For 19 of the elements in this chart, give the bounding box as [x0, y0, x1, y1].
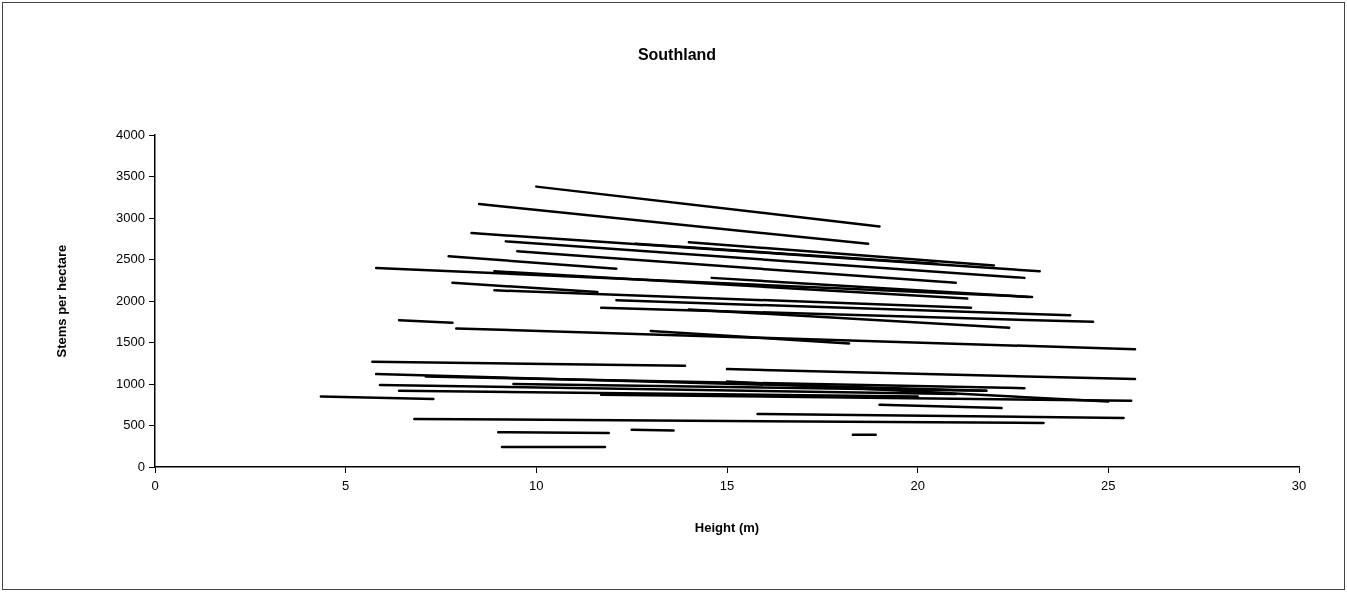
- y-tick-label: 3500: [116, 168, 145, 184]
- y-tick-label: 4000: [116, 126, 145, 142]
- x-tick-label: 30: [1291, 478, 1307, 494]
- y-axis-title: Stems per hectare: [54, 244, 70, 358]
- y-tick-label: 1500: [116, 334, 145, 350]
- x-tick-label: 10: [529, 478, 544, 494]
- x-tick-label: 25: [1101, 478, 1116, 494]
- y-tick-label: 2000: [116, 292, 145, 308]
- x-tick-label: 0: [151, 478, 159, 494]
- chart-title: Southland: [637, 46, 717, 64]
- y-tick-label: 1000: [116, 375, 145, 391]
- y-tick-label: 0: [137, 458, 145, 474]
- y-tick-label: 3000: [116, 209, 145, 225]
- x-axis-title: Height (m): [694, 519, 760, 535]
- y-tick-label: 500: [123, 417, 145, 433]
- y-tick-label: 2500: [116, 251, 145, 267]
- x-tick-label: 5: [342, 478, 350, 494]
- x-tick-label: 20: [910, 478, 925, 494]
- x-tick-label: 15: [719, 478, 735, 494]
